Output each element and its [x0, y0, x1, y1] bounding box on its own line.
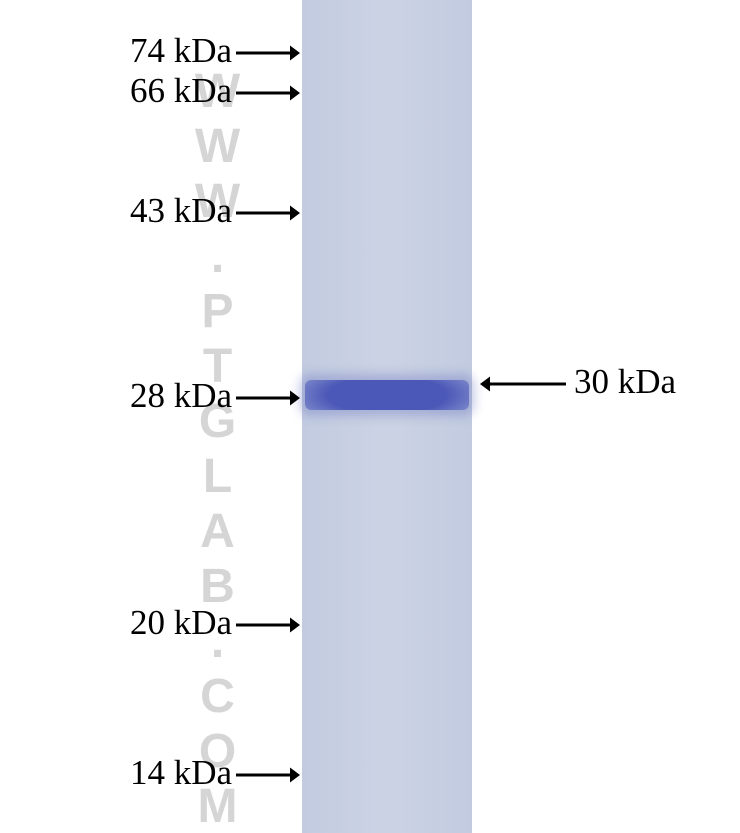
result-arrow-left-icon — [480, 371, 566, 397]
result-label: 30 kDa — [574, 362, 676, 402]
ladder-label: 28 kDa — [130, 376, 232, 416]
ladder-arrow-right-icon — [236, 200, 300, 226]
ladder-label: 14 kDa — [130, 753, 232, 793]
ladder-label: 66 kDa — [130, 71, 232, 111]
gel-lane — [302, 0, 472, 833]
ladder-arrow-right-icon — [236, 762, 300, 788]
ladder-label: 20 kDa — [130, 603, 232, 643]
ladder-arrow-right-icon — [236, 385, 300, 411]
gel-blot-figure: WWW.PTGLAB.COM 74 kDa66 kDa 43 kDa 28 kDa 2… — [0, 0, 740, 833]
watermark-text: WWW.PTGLAB.COM — [193, 65, 241, 833]
ladder-arrow-right-icon — [236, 612, 300, 638]
ladder-arrow-right-icon — [236, 40, 300, 66]
ladder-arrow-right-icon — [236, 80, 300, 106]
ladder-label: 43 kDa — [130, 191, 232, 231]
ladder-label: 74 kDa — [130, 31, 232, 71]
protein-band — [305, 380, 469, 410]
